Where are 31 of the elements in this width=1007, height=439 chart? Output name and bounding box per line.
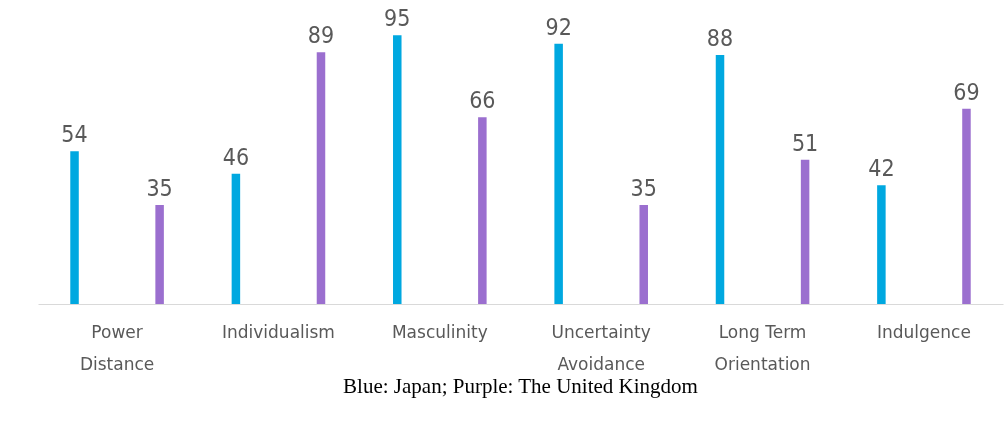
bar: [393, 35, 402, 304]
bar: [715, 54, 725, 304]
data-label: 51: [791, 129, 819, 156]
bar: [554, 43, 563, 304]
bar: [155, 204, 164, 304]
bar: [231, 173, 241, 304]
bar: [877, 185, 886, 304]
x-tick-label: Individualism: [221, 321, 335, 342]
bar: [800, 159, 810, 304]
bar: [316, 52, 326, 304]
x-tick-label: Long Term Orientation: [714, 321, 811, 374]
data-label: 89: [307, 22, 335, 49]
bar: [639, 204, 648, 304]
data-label: 35: [630, 174, 657, 201]
x-tick-label: Uncertainty Avoidance: [551, 321, 651, 374]
bar: [70, 151, 79, 304]
x-tick-label: Power Distance: [79, 321, 155, 374]
data-label: 46: [222, 143, 250, 170]
x-tick-label: Masculinity: [391, 321, 488, 342]
data-label: 42: [868, 155, 895, 182]
x-tick-label: Indulgence: [876, 321, 971, 342]
bar: [962, 108, 971, 304]
data-label: 66: [469, 87, 496, 114]
data-label: 69: [953, 78, 980, 105]
data-label: 95: [384, 5, 411, 32]
data-label: 54: [61, 121, 88, 148]
data-label: 92: [545, 13, 572, 40]
bar: [478, 117, 487, 304]
data-label: 88: [706, 24, 734, 51]
text: Blue: Japan; Purple: The United Kingdom: [343, 374, 698, 398]
data-label: 35: [146, 174, 173, 201]
